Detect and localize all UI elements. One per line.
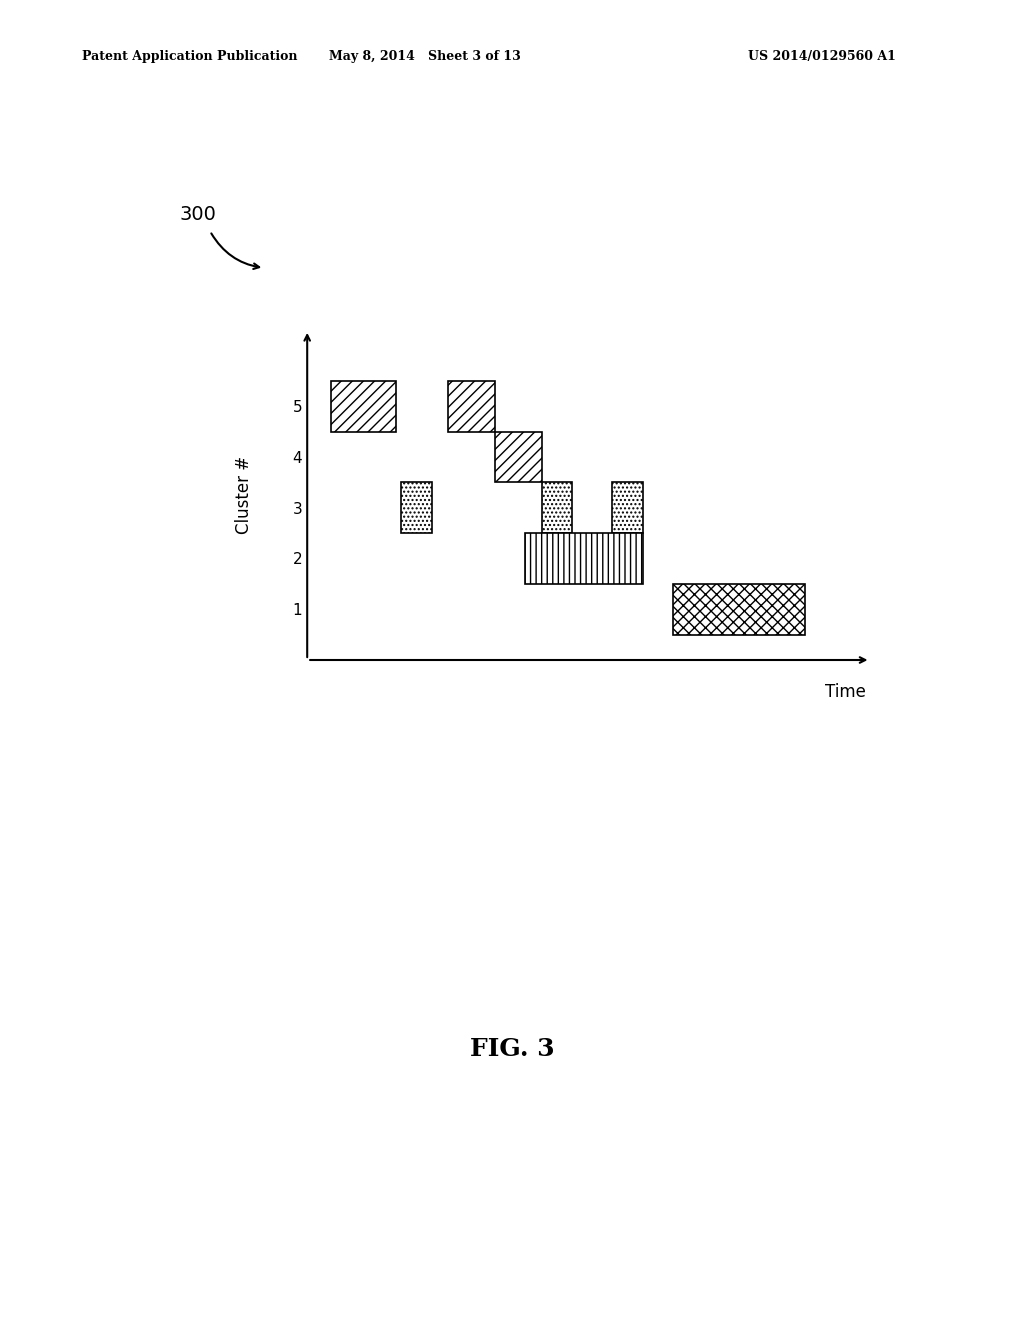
Text: Time: Time xyxy=(824,682,865,701)
Bar xyxy=(331,380,396,432)
Text: Patent Application Publication: Patent Application Publication xyxy=(82,50,297,63)
Text: US 2014/0129560 A1: US 2014/0129560 A1 xyxy=(748,50,895,63)
Bar xyxy=(612,482,643,533)
Text: FIG. 3: FIG. 3 xyxy=(470,1038,554,1061)
Bar xyxy=(525,533,643,583)
Text: 300: 300 xyxy=(179,205,216,223)
Bar xyxy=(449,380,495,432)
Y-axis label: Cluster #: Cluster # xyxy=(234,455,253,535)
Bar xyxy=(674,583,805,635)
Text: May 8, 2014   Sheet 3 of 13: May 8, 2014 Sheet 3 of 13 xyxy=(329,50,521,63)
Bar xyxy=(495,432,542,482)
Bar xyxy=(401,482,431,533)
Bar xyxy=(542,482,572,533)
